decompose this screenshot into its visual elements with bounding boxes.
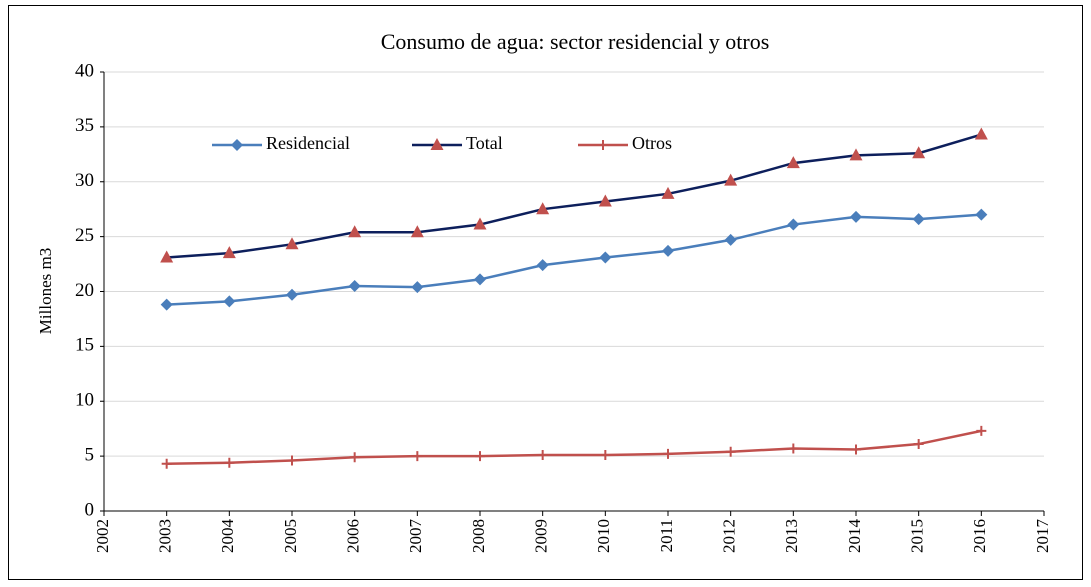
- y-axis-label: Millones m3: [36, 248, 55, 334]
- marker: [975, 208, 988, 221]
- marker: [599, 251, 612, 264]
- marker: [912, 213, 925, 226]
- marker: [537, 450, 548, 461]
- marker: [348, 225, 362, 238]
- x-tick-label: 2013: [782, 519, 801, 553]
- x-tick-label: 2014: [845, 519, 864, 554]
- marker: [161, 458, 172, 469]
- marker: [223, 295, 236, 308]
- marker: [600, 450, 611, 461]
- marker: [411, 281, 424, 294]
- marker: [286, 288, 298, 301]
- marker: [536, 259, 549, 272]
- marker: [786, 156, 800, 169]
- marker: [287, 455, 297, 466]
- y-tick-label: 20: [75, 280, 94, 301]
- marker: [725, 446, 736, 457]
- marker: [222, 246, 236, 259]
- legend-marker: [231, 139, 243, 151]
- marker: [849, 148, 863, 161]
- marker: [473, 217, 487, 230]
- marker: [912, 146, 926, 159]
- marker: [913, 439, 924, 450]
- y-tick-label: 15: [75, 335, 94, 356]
- marker: [974, 127, 988, 140]
- marker: [410, 225, 424, 238]
- marker: [224, 457, 235, 468]
- series-line: [166, 133, 982, 259]
- marker: [348, 280, 361, 293]
- marker: [724, 173, 738, 186]
- x-tick-label: 2002: [93, 519, 112, 553]
- x-tick-label: 2005: [281, 519, 300, 553]
- x-tick-label: 2012: [720, 519, 739, 553]
- x-tick-label: 2003: [156, 519, 175, 553]
- marker: [160, 298, 173, 311]
- legend-label: Otros: [632, 133, 672, 153]
- legend-marker: [598, 140, 608, 150]
- marker: [598, 194, 612, 207]
- marker: [724, 233, 737, 246]
- y-tick-label: 10: [75, 390, 94, 411]
- y-tick-label: 40: [75, 60, 94, 81]
- y-tick-label: 5: [85, 444, 95, 465]
- x-tick-label: 2008: [469, 519, 488, 553]
- marker: [412, 451, 423, 462]
- x-tick-label: 2007: [406, 519, 425, 554]
- marker: [475, 451, 485, 462]
- legend-marker: [430, 138, 444, 150]
- series-line: [166, 213, 982, 306]
- legend-label: Total: [466, 133, 503, 153]
- marker: [976, 425, 987, 436]
- y-tick-label: 0: [85, 499, 95, 520]
- x-tick-label: 2015: [908, 519, 927, 553]
- y-tick-label: 25: [75, 225, 94, 246]
- chart-title: Consumo de agua: sector residencial y ot…: [381, 29, 770, 54]
- marker: [788, 443, 799, 454]
- marker: [662, 244, 674, 257]
- x-tick-label: 2017: [1033, 519, 1052, 554]
- chart-border: [8, 5, 1083, 580]
- x-tick-label: 2009: [532, 519, 551, 553]
- marker: [663, 448, 673, 459]
- x-tick-label: 2011: [657, 519, 676, 552]
- y-tick-label: 30: [75, 170, 94, 191]
- marker: [536, 202, 550, 215]
- series-line: [166, 429, 982, 466]
- x-tick-label: 2016: [970, 519, 989, 553]
- x-tick-label: 2004: [218, 519, 237, 554]
- marker: [661, 186, 675, 199]
- marker: [851, 444, 861, 455]
- marker: [787, 218, 800, 231]
- y-tick-label: 35: [75, 115, 94, 136]
- legend-label: Residencial: [266, 133, 350, 153]
- marker: [285, 237, 299, 250]
- marker: [160, 250, 174, 263]
- marker: [474, 273, 486, 286]
- x-tick-label: 2010: [594, 519, 613, 553]
- x-tick-label: 2006: [344, 519, 363, 553]
- marker: [850, 210, 862, 223]
- marker: [349, 452, 360, 463]
